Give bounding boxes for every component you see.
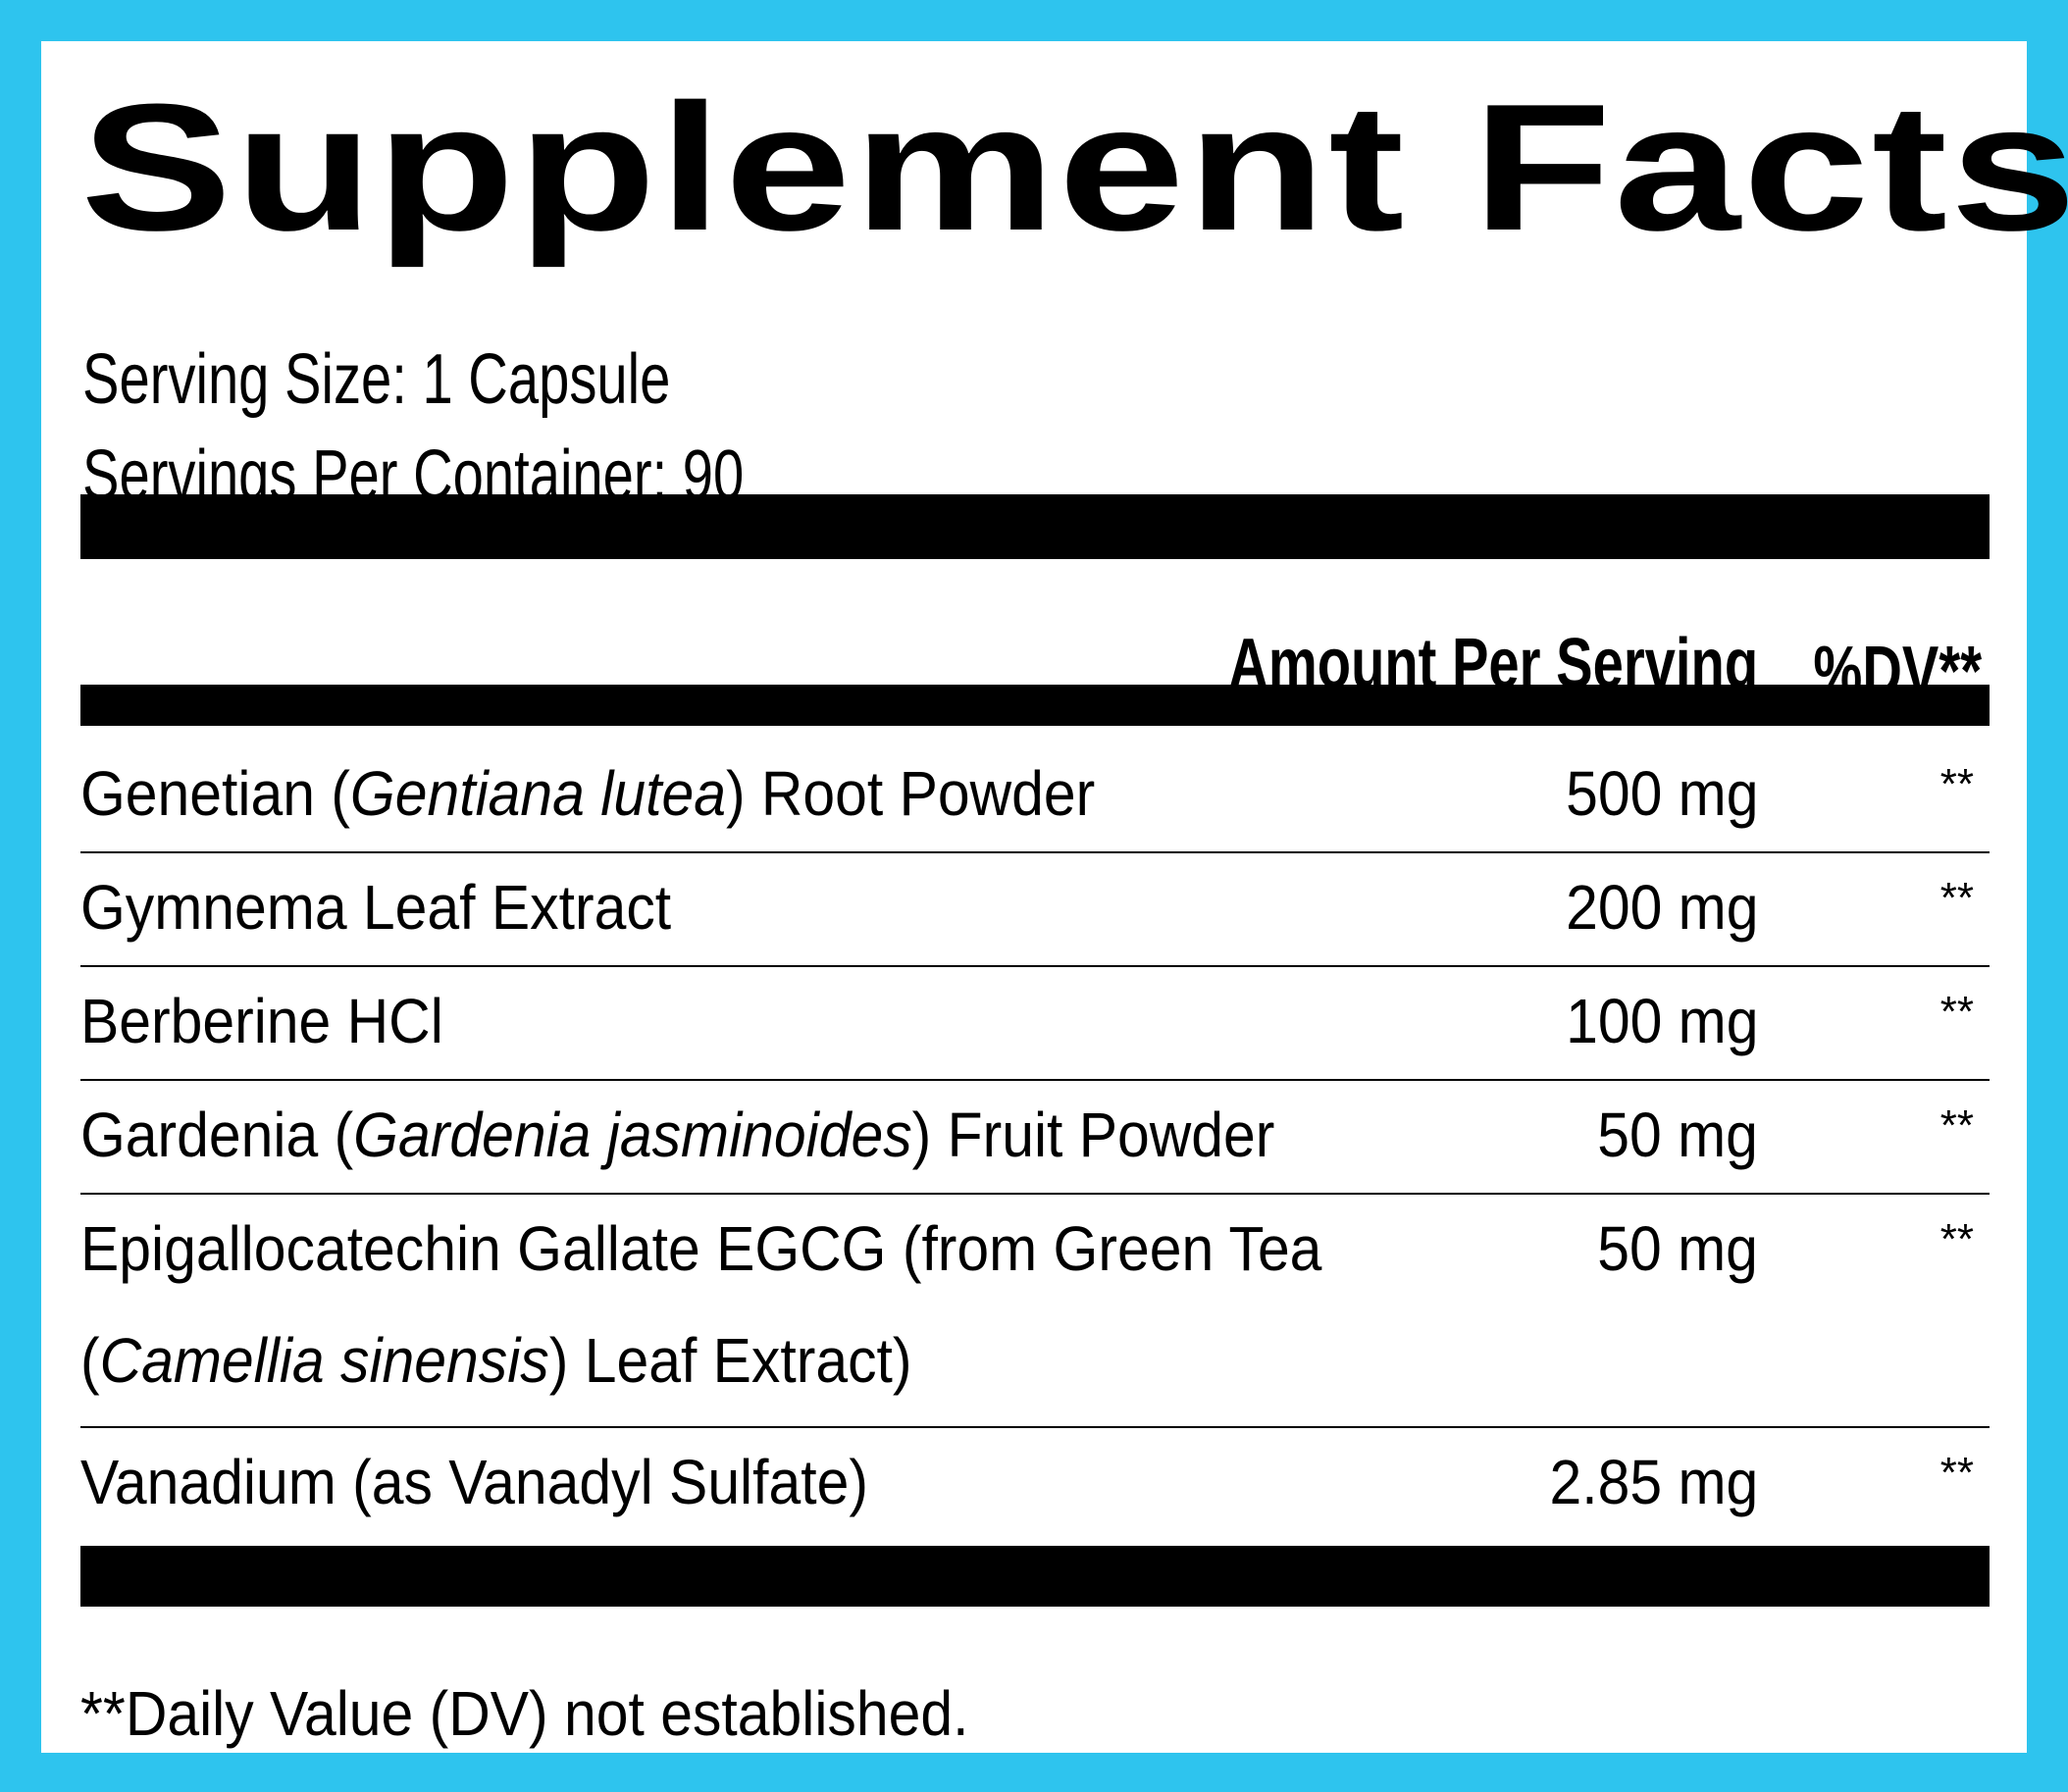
- ingredient-amount: 100 mg: [1565, 986, 1758, 1056]
- row-divider: [80, 1079, 1990, 1081]
- label-title: Supplement Facts: [80, 66, 2068, 268]
- thick-divider-bottom: [80, 1546, 1990, 1607]
- ingredient-dv: **: [1939, 1215, 1974, 1263]
- thick-divider-header: [80, 685, 1990, 726]
- ingredient-name: Gardenia (Gardenia jasminoides) Fruit Po…: [80, 1100, 1275, 1170]
- row-divider: [80, 965, 1990, 967]
- ingredient-amount: 50 mg: [1597, 1100, 1758, 1170]
- ingredient-amount: 2.85 mg: [1549, 1447, 1758, 1517]
- ingredient-dv: **: [1939, 1449, 1974, 1497]
- thick-divider-top: [80, 494, 1990, 559]
- ingredient-amount: 50 mg: [1597, 1213, 1758, 1284]
- row-divider: [80, 1193, 1990, 1195]
- ingredient-name: Vanadium (as Vanadyl Sulfate): [80, 1447, 868, 1517]
- ingredient-name: Genetian (Gentiana lutea) Root Powder: [80, 758, 1096, 829]
- ingredient-name-line1: Epigallocatechin Gallate EGCG (from Gree…: [80, 1213, 1322, 1284]
- row-divider: [80, 1426, 1990, 1428]
- serving-size: Serving Size: 1 Capsule: [82, 340, 671, 419]
- footnote: **Daily Value (DV) not established.: [80, 1678, 969, 1749]
- ingredient-amount: 200 mg: [1565, 872, 1758, 943]
- ingredient-dv: **: [1939, 874, 1974, 922]
- ingredient-name: Berberine HCl: [80, 986, 443, 1056]
- row-divider: [80, 851, 1990, 853]
- ingredient-dv: **: [1939, 760, 1974, 808]
- ingredient-amount: 500 mg: [1565, 758, 1758, 829]
- ingredient-dv: **: [1939, 988, 1974, 1036]
- ingredient-name-line2: (Camellia sinensis) Leaf Extract): [80, 1325, 912, 1396]
- ingredient-name: Gymnema Leaf Extract: [80, 872, 672, 943]
- ingredient-dv: **: [1939, 1101, 1974, 1150]
